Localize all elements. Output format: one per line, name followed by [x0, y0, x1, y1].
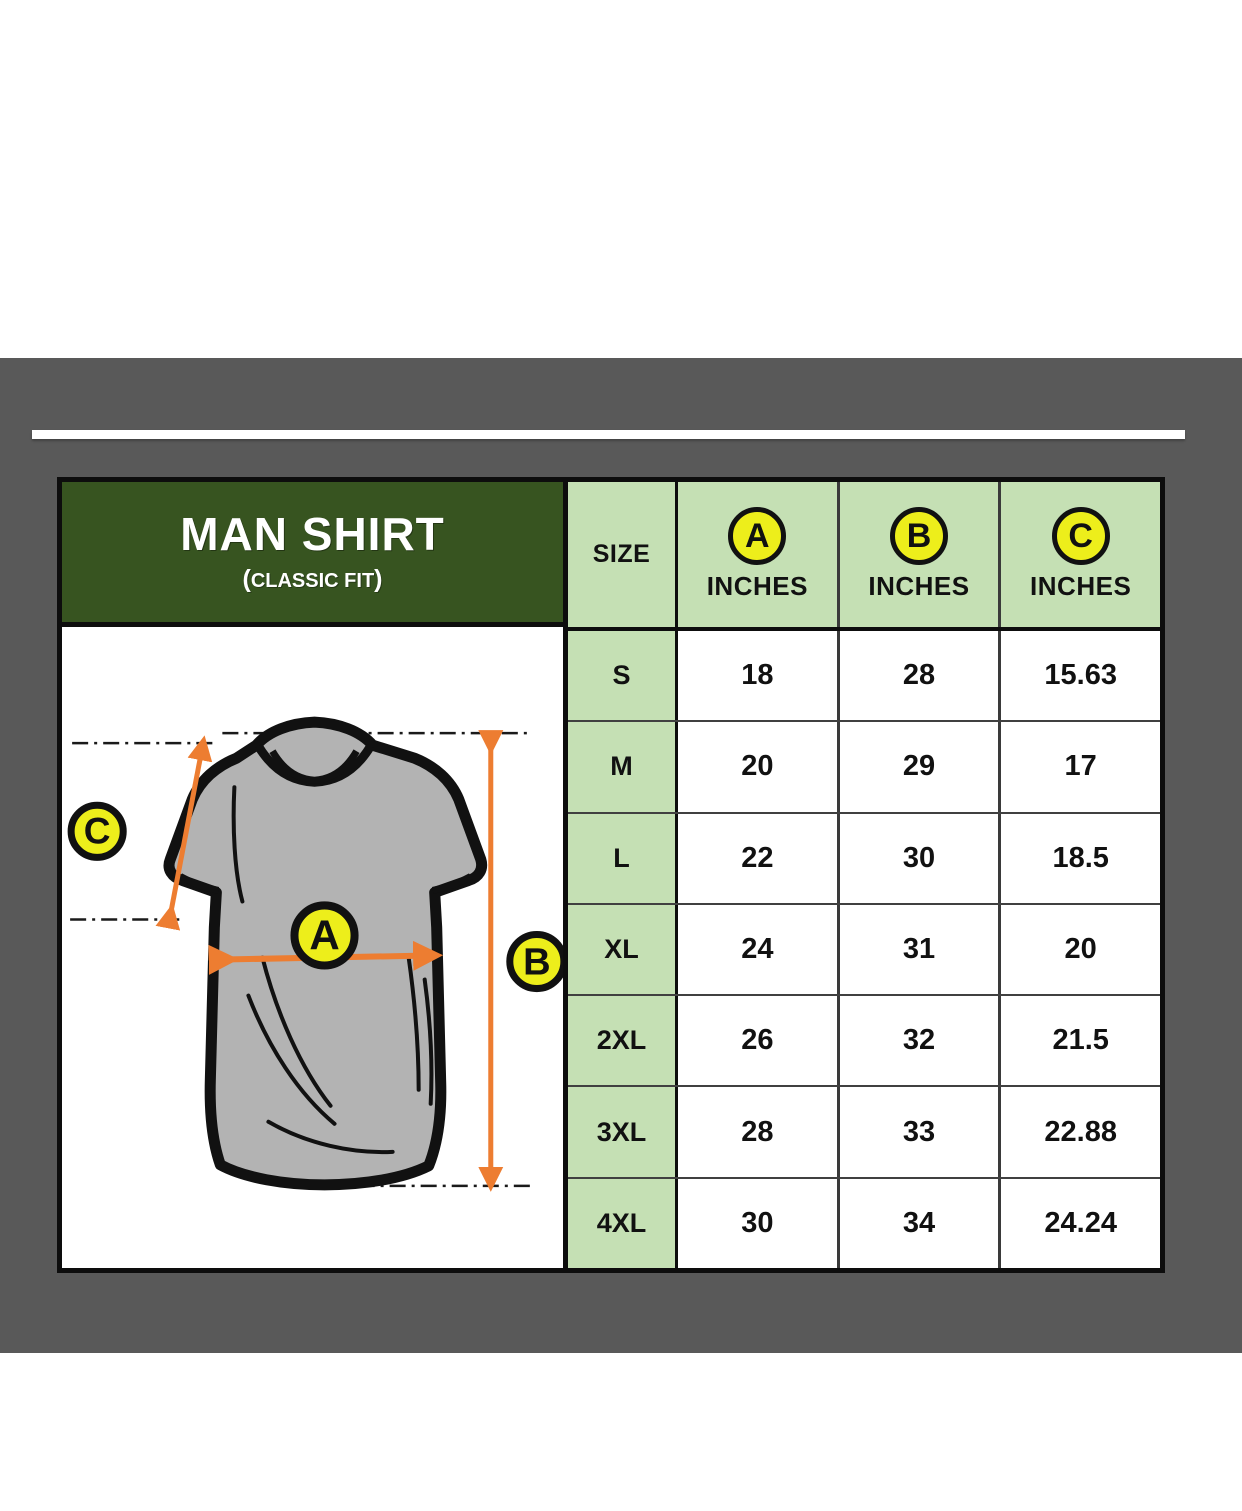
diagram-badge-c: C [67, 801, 127, 861]
column-badge-c: C [1051, 507, 1110, 565]
size-chart-card: MAN SHIRT (CLASSIC FIT) [57, 477, 1165, 1273]
cell-b-inches: 32 [839, 996, 1002, 1086]
table-row: XL 24 31 20 [568, 904, 1161, 997]
cell-b-inches: 30 [839, 813, 1002, 903]
cell-size: XL [568, 904, 678, 995]
subtitle-paren-open: ( [242, 564, 251, 593]
subtitle-text: CLASSIC FIT [250, 569, 375, 592]
cell-size: L [568, 813, 678, 903]
diagram-badge-b: B [506, 930, 563, 993]
cell-size: M [568, 722, 678, 812]
cell-b-inches: 33 [839, 1087, 1002, 1177]
column-header-c: C INCHES [1001, 482, 1161, 627]
cell-size: 3XL [568, 1087, 678, 1177]
white-divider-rule [32, 430, 1185, 439]
cell-c-inches: 17 [1001, 722, 1161, 812]
tshirt-diagram: C A B [62, 627, 563, 1268]
cell-c-inches: 21.5 [1001, 996, 1161, 1086]
cell-b-inches: 34 [839, 1178, 1002, 1268]
cell-c-inches: 15.63 [1001, 631, 1161, 721]
cell-c-inches: 18.5 [1001, 813, 1161, 903]
cell-a-inches: 24 [678, 904, 840, 995]
column-header-a: A INCHES [678, 482, 840, 627]
cell-a-inches: 22 [678, 813, 840, 903]
diagram-badge-a: A [290, 901, 359, 970]
subtitle-paren-close: ) [374, 564, 383, 593]
table-row: 4XL 30 34 24.24 [568, 1178, 1161, 1268]
illustration-panel: MAN SHIRT (CLASSIC FIT) [62, 482, 568, 1268]
cell-size: S [568, 631, 678, 721]
diagram-badge-b-label: B [523, 942, 550, 984]
table-row: M 20 29 17 [568, 722, 1161, 814]
table-row: S 18 28 15.63 [568, 631, 1161, 723]
cell-c-inches: 22.88 [1001, 1087, 1161, 1177]
cell-c-inches: 24.24 [1001, 1178, 1161, 1268]
diagram-badge-c-label: C [84, 809, 111, 851]
tshirt-collar-inner [269, 749, 360, 784]
cell-b-inches: 28 [839, 631, 1002, 721]
chart-subtitle: (CLASSIC FIT) [243, 565, 383, 594]
column-header-size-label: SIZE [592, 540, 651, 568]
column-unit-a: INCHES [706, 571, 808, 601]
tshirt-fold-lines [231, 785, 434, 1155]
cell-a-inches: 20 [678, 722, 840, 812]
table-row: L 22 30 18.5 [568, 813, 1161, 905]
measure-arrow-c [155, 735, 213, 931]
cell-a-inches: 18 [678, 631, 840, 721]
cell-size: 2XL [568, 996, 678, 1086]
size-table: SIZE A INCHES B INCHES C INCHES S 18 2 [568, 482, 1161, 1268]
column-unit-c: INCHES [1030, 571, 1132, 601]
chart-title-block: MAN SHIRT (CLASSIC FIT) [62, 482, 563, 627]
cell-a-inches: 28 [678, 1087, 840, 1177]
diagram-badge-a-label: A [309, 912, 339, 959]
page-title: MAN SHIRT [180, 508, 445, 561]
table-row: 2XL 26 32 21.5 [568, 996, 1161, 1088]
table-row: 3XL 28 33 22.88 [568, 1087, 1161, 1179]
cell-b-inches: 29 [839, 722, 1002, 812]
column-badge-b: B [890, 507, 948, 565]
cell-c-inches: 20 [1001, 904, 1161, 995]
column-badge-a: A [728, 507, 787, 565]
cell-b-inches: 31 [839, 904, 1002, 995]
tshirt-cuff-right [431, 873, 473, 894]
cell-a-inches: 30 [678, 1178, 840, 1268]
table-header-row: SIZE A INCHES B INCHES C INCHES [568, 482, 1161, 631]
cell-size: 4XL [568, 1178, 678, 1268]
tshirt-diagram-svg: C A B [67, 716, 563, 1192]
cell-a-inches: 26 [678, 996, 840, 1086]
column-header-size: SIZE [568, 482, 678, 627]
column-unit-b: INCHES [868, 571, 970, 601]
column-header-b: B INCHES [839, 482, 1002, 627]
